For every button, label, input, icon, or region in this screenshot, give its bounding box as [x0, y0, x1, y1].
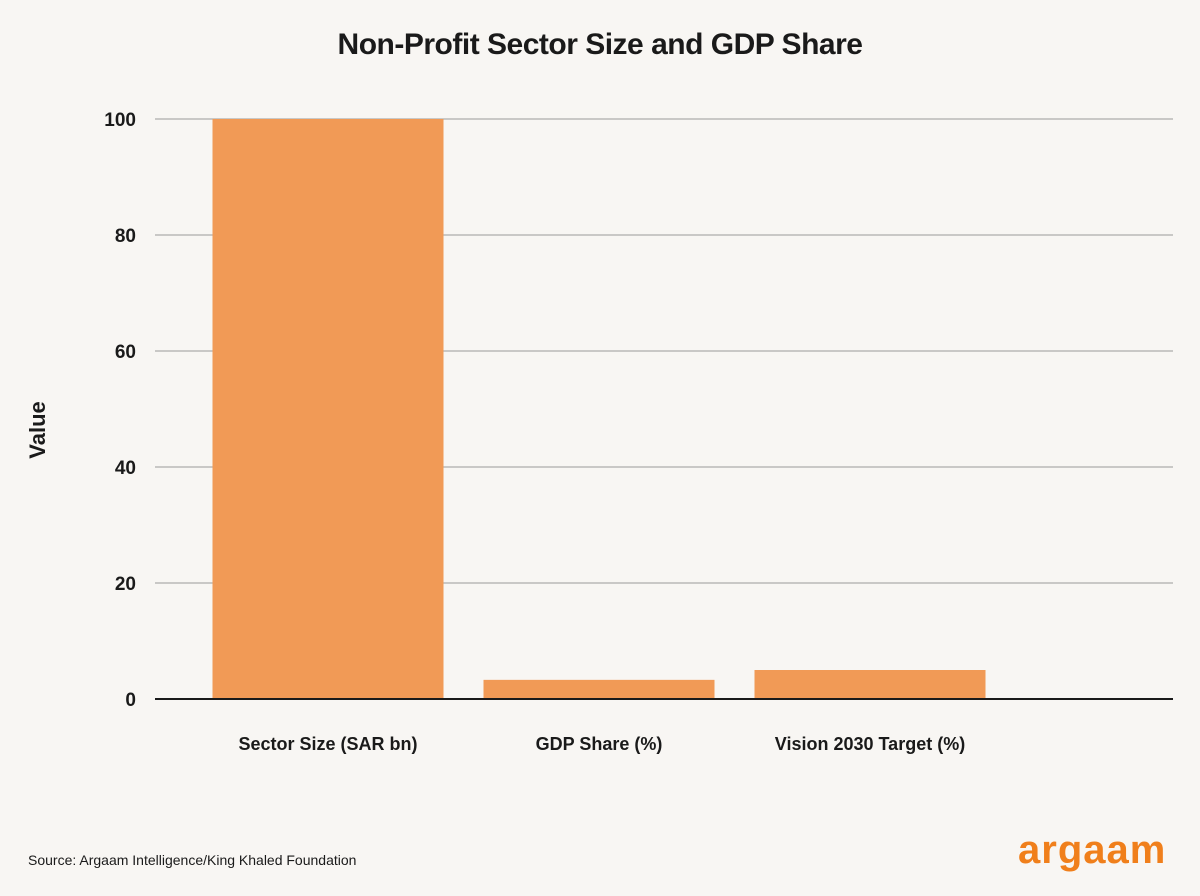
x-tick-label: GDP Share (%): [536, 734, 663, 754]
bar: [212, 119, 444, 699]
x-tick-label: Vision 2030 Target (%): [775, 734, 965, 754]
argaam-logo: argaam: [1018, 828, 1167, 872]
y-tick-label: 60: [115, 342, 136, 363]
y-tick-label: 0: [125, 690, 136, 711]
chart-title: Non-Profit Sector Size and GDP Share: [337, 28, 863, 61]
y-tick-label: 20: [115, 574, 136, 595]
y-tick-label: 80: [115, 226, 136, 247]
source-note: Source: Argaam Intelligence/King Khaled …: [28, 852, 357, 868]
bar: [483, 679, 715, 699]
x-tick-label: Sector Size (SAR bn): [238, 734, 417, 754]
y-tick-label: 40: [115, 458, 136, 479]
bar: [754, 670, 986, 699]
y-tick-label: 100: [104, 110, 136, 131]
